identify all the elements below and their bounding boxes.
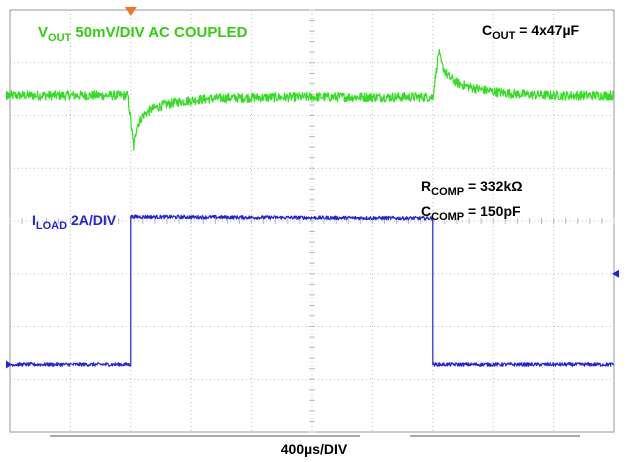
trace-i-load [9, 214, 615, 367]
trigger-marker-icon [124, 7, 137, 16]
grid [9, 9, 615, 433]
timebase-label: 400µs/DIV [281, 441, 348, 457]
traces [9, 49, 615, 367]
trigger-level-marker-icon [612, 269, 619, 278]
iload-channel-label: ILOAD 2A/DIV [32, 212, 117, 232]
trace-v-out [9, 49, 615, 151]
ch2-reference-marker-icon [6, 360, 12, 369]
markers [6, 7, 619, 437]
ccomp-annotation: CCOMP = 150pF [421, 203, 521, 223]
rcomp-annotation: RCOMP = 332kΩ [421, 178, 522, 198]
record-position-bar [50, 435, 360, 437]
record-position-bar-right [410, 435, 580, 437]
vout-channel-label: VOUT 50mV/DIV AC COUPLED [38, 24, 248, 44]
ch1-reference-marker-icon [6, 90, 13, 101]
cout-annotation: COUT = 4x47µF [482, 22, 580, 42]
